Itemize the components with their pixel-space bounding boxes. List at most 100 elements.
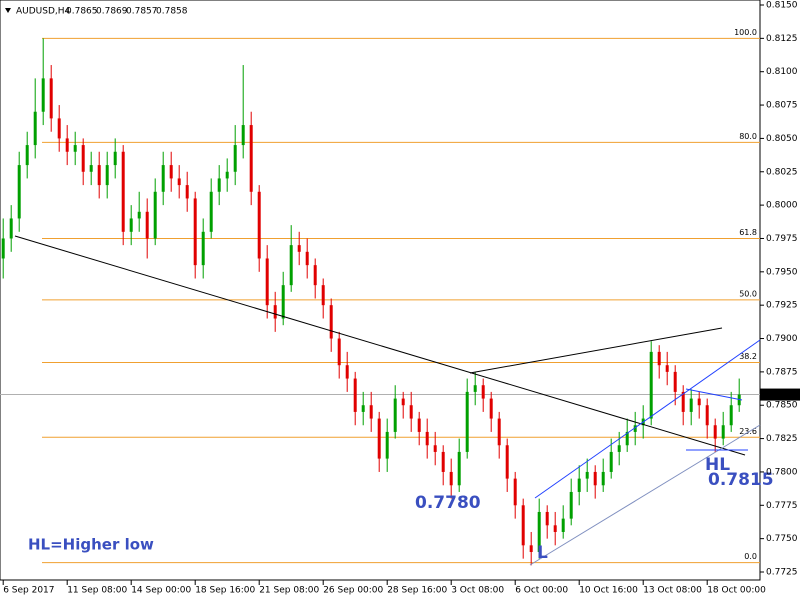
candle-body: [9, 218, 13, 239]
y-tick-label: 0.7950: [766, 267, 798, 277]
candle-body: [1, 238, 5, 259]
x-tick-label: 10 Oct 16:00: [579, 586, 638, 596]
candle-body: [649, 351, 653, 419]
candle-body: [537, 511, 541, 552]
fib-label: 23.6: [739, 427, 757, 436]
candle-body: [377, 418, 381, 459]
candle-body: [457, 451, 461, 486]
current-price-label: 0.7858: [763, 390, 795, 400]
y-tick-label: 0.8125: [766, 34, 798, 44]
candle-body: [121, 151, 125, 232]
y-tick-label: 0.7875: [766, 367, 798, 377]
candle-body: [193, 198, 197, 266]
candle-body: [241, 125, 245, 146]
x-tick-label: 6 Oct 00:00: [515, 586, 568, 596]
candle-body: [673, 371, 677, 392]
trend-line: [14, 235, 746, 456]
candle-body: [345, 365, 349, 379]
candle-body: [169, 165, 173, 179]
candle-body: [625, 431, 629, 446]
candle-body: [449, 471, 453, 486]
x-tick-label: 6 Sep 2017: [3, 586, 54, 596]
candle-body: [681, 391, 685, 412]
x-tick-label: 14 Sep 00:00: [131, 586, 191, 596]
candle-body: [225, 171, 229, 179]
candle-body: [337, 338, 341, 366]
header-low: 0.7857: [126, 7, 158, 17]
candle-body: [601, 471, 605, 486]
fib-label: 80.0: [739, 132, 757, 141]
fib-label: 38.2: [739, 352, 757, 361]
candle-body: [201, 231, 205, 266]
trend-lines: [14, 235, 761, 566]
candle-body: [97, 165, 101, 186]
candle-body: [529, 545, 533, 552]
candle-body: [577, 478, 581, 492]
candle-body: [89, 165, 93, 172]
candle-body: [617, 445, 621, 452]
candle-body: [257, 191, 261, 259]
candle-body: [313, 265, 317, 286]
y-tick-label: 0.8025: [766, 167, 798, 177]
candle-body: [609, 451, 613, 472]
y-tick-label: 0.7725: [766, 568, 798, 578]
candle-body: [297, 245, 301, 252]
candle-body: [153, 191, 157, 239]
x-tick-label: 3 Oct 08:00: [451, 586, 504, 596]
x-tick-label: 21 Sep 08:00: [259, 586, 319, 596]
candle-body: [25, 145, 29, 166]
trend-line: [685, 388, 743, 401]
fib-label: 50.0: [739, 289, 757, 298]
header-close: 0.7858: [156, 7, 188, 17]
candle-body: [633, 425, 637, 432]
candle-body: [593, 471, 597, 486]
candle-body: [665, 365, 669, 372]
plot-layer: 100.0 80.0 61.8 50.0 38.2 23.6 0.0: [0, 28, 760, 566]
candle-body: [553, 525, 557, 532]
candle-body: [361, 405, 365, 412]
fib-label: 61.8: [739, 228, 757, 237]
candle-body: [305, 251, 309, 266]
y-tick-label: 0.7800: [766, 467, 798, 477]
candle-body: [689, 398, 693, 412]
header-open: 0.7865: [66, 7, 98, 17]
candle-body: [329, 305, 333, 339]
candle-body: [185, 185, 189, 199]
candle-body: [489, 398, 493, 419]
candle-body: [585, 471, 589, 479]
candle-body: [657, 351, 661, 366]
annotation: HL: [705, 455, 730, 475]
candle-body: [81, 145, 85, 172]
menu-icon: [5, 8, 11, 13]
y-tick-label: 0.8050: [766, 134, 798, 144]
candle-body: [281, 285, 285, 319]
annotation: L: [537, 543, 548, 563]
candle-body: [505, 445, 509, 479]
candle-body: [705, 405, 709, 426]
candle-body: [209, 191, 213, 232]
y-tick-label: 0.7925: [766, 301, 798, 311]
candle-body: [521, 505, 525, 546]
candle-body: [721, 425, 725, 439]
fib-label: 100.0: [734, 28, 757, 37]
y-tick-label: 0.7850: [766, 401, 798, 411]
x-tick-label: 28 Sep 16:00: [387, 586, 447, 596]
candle-body: [409, 405, 413, 419]
annotation: 0.7815: [708, 470, 774, 490]
candle-body: [729, 405, 733, 426]
candle-body: [441, 451, 445, 472]
y-tick-label: 0.8000: [766, 201, 798, 211]
candle-body: [289, 245, 293, 286]
candle-body: [465, 391, 469, 452]
candle-body: [105, 165, 109, 186]
candle-body: [393, 398, 397, 432]
candle-body: [17, 165, 21, 219]
x-tick-label: 18 Sep 16:00: [195, 586, 255, 596]
plot-frame: [0, 0, 761, 581]
candle-body: [425, 431, 429, 446]
candle-body: [145, 211, 149, 239]
candle-body: [41, 78, 45, 112]
candle-body: [433, 445, 437, 452]
candle-body: [697, 398, 701, 406]
candle-body: [73, 145, 77, 152]
